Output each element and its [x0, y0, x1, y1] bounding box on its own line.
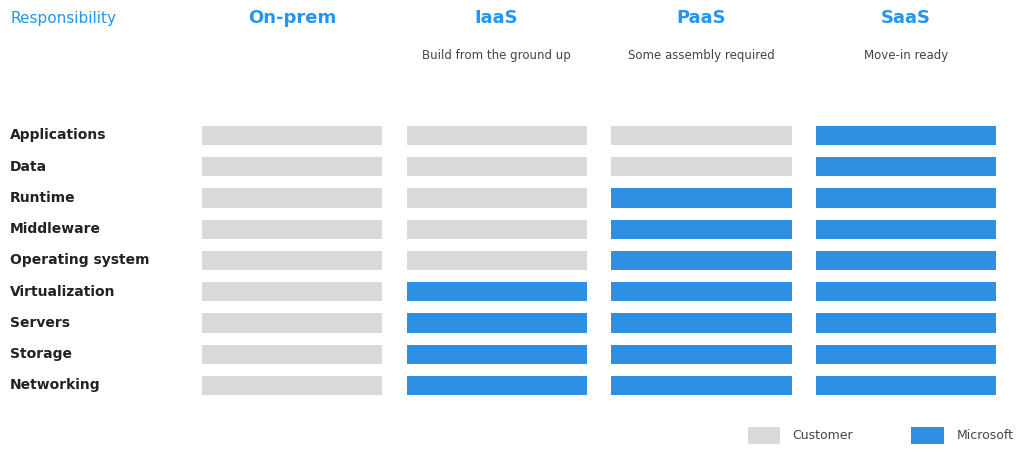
Bar: [816, 376, 996, 395]
Bar: [611, 188, 792, 207]
Bar: [816, 126, 996, 145]
Bar: [611, 251, 792, 270]
Text: On-prem: On-prem: [248, 9, 336, 28]
Text: Middleware: Middleware: [10, 222, 101, 236]
Text: Virtualization: Virtualization: [10, 285, 116, 299]
Text: Applications: Applications: [10, 129, 106, 142]
Text: Responsibility: Responsibility: [10, 11, 117, 26]
Text: SaaS: SaaS: [882, 9, 931, 28]
Bar: [407, 282, 587, 301]
Text: Runtime: Runtime: [10, 191, 76, 205]
Bar: [611, 157, 792, 177]
Text: Storage: Storage: [10, 347, 73, 361]
Bar: [407, 188, 587, 207]
Bar: [202, 126, 382, 145]
Bar: [202, 376, 382, 395]
Text: Servers: Servers: [10, 316, 71, 330]
Bar: [611, 313, 792, 333]
Bar: [816, 219, 996, 239]
Bar: [407, 376, 587, 395]
Bar: [816, 157, 996, 177]
Bar: [748, 427, 780, 444]
Bar: [202, 282, 382, 301]
Bar: [816, 344, 996, 364]
Bar: [407, 219, 587, 239]
Bar: [202, 219, 382, 239]
Bar: [816, 313, 996, 333]
Bar: [407, 313, 587, 333]
Bar: [407, 126, 587, 145]
Bar: [202, 344, 382, 364]
Bar: [911, 427, 944, 444]
Bar: [202, 157, 382, 177]
Bar: [816, 282, 996, 301]
Bar: [611, 376, 792, 395]
Text: Microsoft: Microsoft: [956, 429, 1014, 442]
Bar: [611, 282, 792, 301]
Text: Build from the ground up: Build from the ground up: [422, 49, 571, 62]
Bar: [407, 157, 587, 177]
Text: Some assembly required: Some assembly required: [628, 49, 775, 62]
Text: Move-in ready: Move-in ready: [864, 49, 948, 62]
Text: Customer: Customer: [793, 429, 853, 442]
Bar: [202, 251, 382, 270]
Text: IaaS: IaaS: [475, 9, 518, 28]
Text: Operating system: Operating system: [10, 254, 150, 267]
Text: Networking: Networking: [10, 378, 101, 392]
Bar: [407, 251, 587, 270]
Bar: [611, 126, 792, 145]
Bar: [816, 188, 996, 207]
Bar: [816, 251, 996, 270]
Bar: [407, 344, 587, 364]
Text: Data: Data: [10, 160, 47, 174]
Bar: [202, 188, 382, 207]
Bar: [611, 344, 792, 364]
Text: PaaS: PaaS: [677, 9, 726, 28]
Bar: [202, 313, 382, 333]
Bar: [611, 219, 792, 239]
